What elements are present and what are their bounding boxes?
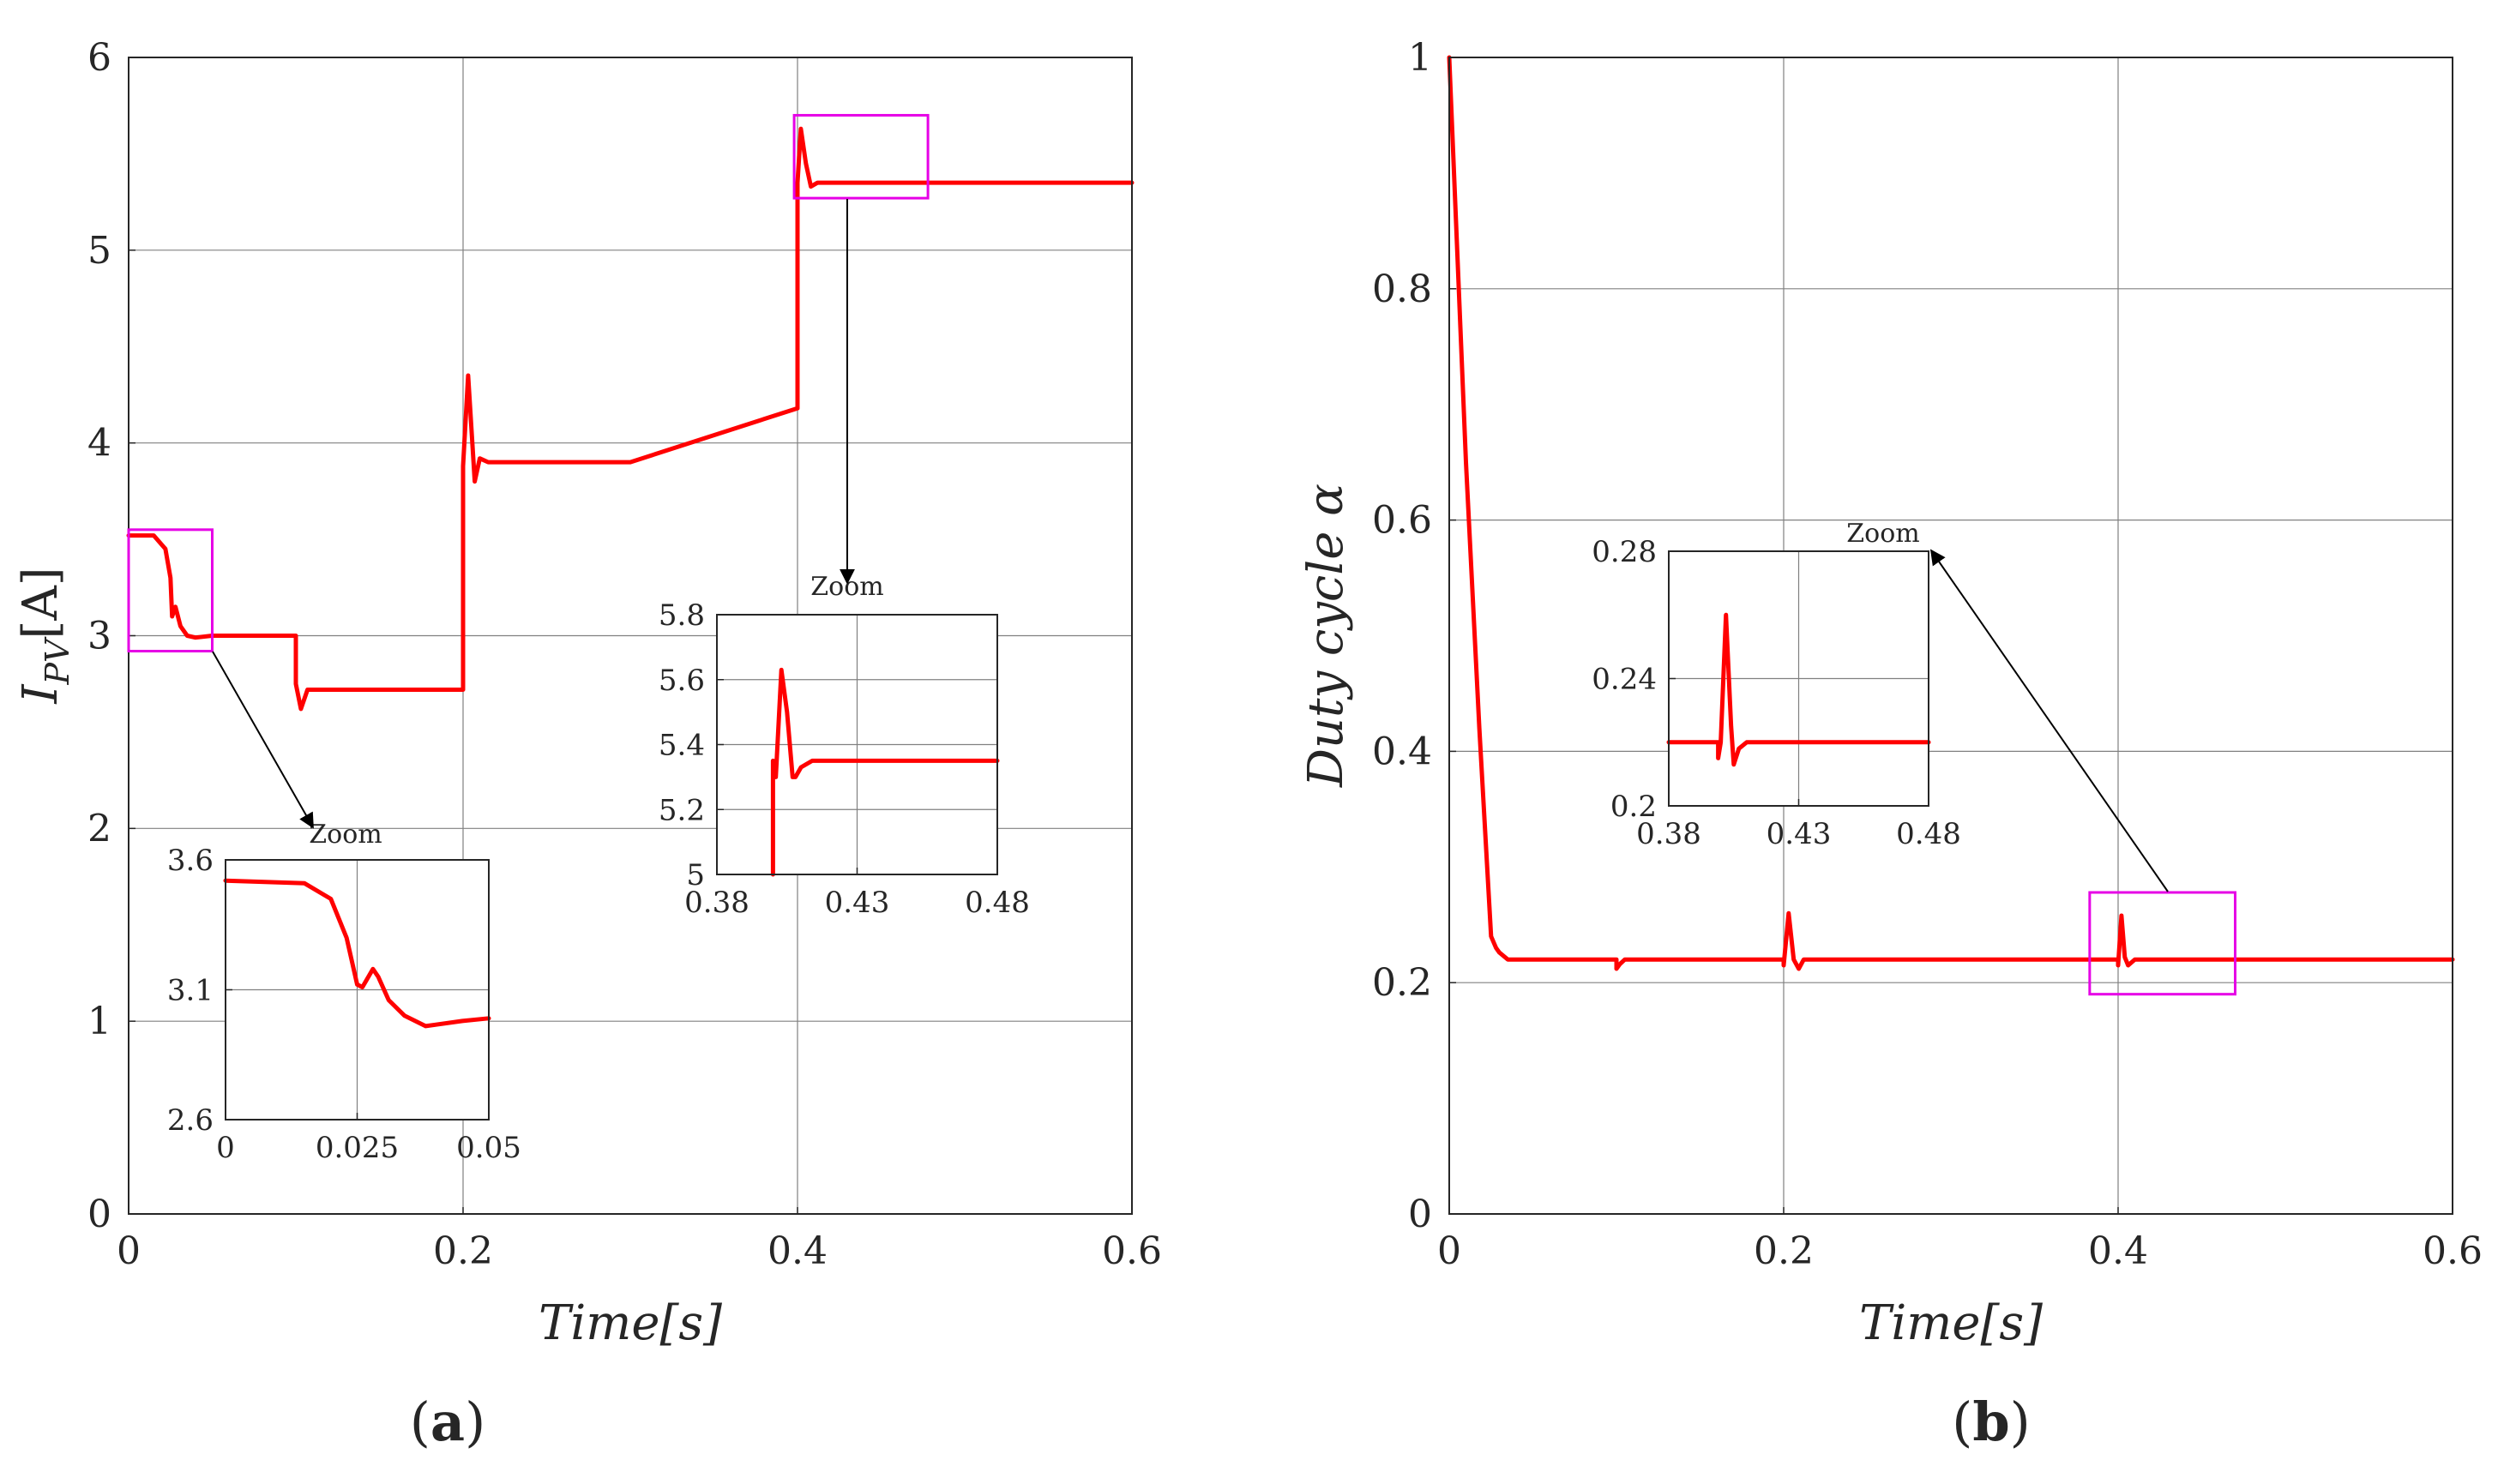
inset-frame: [1668, 550, 1929, 807]
y-tick-label: 3.6: [167, 844, 214, 878]
y-tick-label: 0.6: [1372, 499, 1432, 543]
y-tick-label: 1: [87, 1000, 111, 1043]
y-tick-label: 5.6: [659, 664, 705, 698]
chart-b: 0 0.2 0.4 0.6 0 0.2 0.4 0.6 0.8 1 0.38 0.43 0.48 0.2…: [1298, 36, 2483, 1453]
chart-a-x-axis-label: Time[s]: [539, 1295, 722, 1351]
x-tick-label: 0.05: [456, 1131, 521, 1165]
x-tick-label: 0: [117, 1229, 141, 1273]
y-tick-label: 3.1: [167, 974, 214, 1008]
y-tick-label: 2.6: [167, 1103, 214, 1138]
y-tick-label: 0.28: [1592, 535, 1657, 569]
chart-b-tick-labels: 0 0.2 0.4 0.6 0 0.2 0.4 0.6 0.8 1: [1372, 36, 2483, 1273]
y-tick-label: 0.2: [1610, 790, 1657, 824]
x-tick-label: 0: [1437, 1229, 1461, 1273]
y-tick-label: 5.4: [659, 729, 705, 763]
y-tick-label: 5: [87, 229, 111, 273]
chart-a-y-axis-label: IPV[A]: [13, 567, 76, 704]
y-tick-label: 1: [1408, 36, 1432, 80]
chart-b-gridlines: [1448, 57, 2453, 1215]
y-tick-label: 5.8: [659, 598, 705, 633]
inset-zoom-label: Zoom: [309, 820, 382, 850]
inset-series: [770, 667, 1000, 877]
chart-b-x-axis-label: Time[s]: [1859, 1295, 2043, 1351]
x-tick-label: 0.38: [684, 886, 749, 920]
chart-a-tick-labels: 0 0.2 0.4 0.6 0 1 2 3 4 5 6: [87, 36, 1162, 1273]
chart-a: 0 0.2 0.4 0.6 0 1 2 3 4 5 6 0 0.025 0.05 2.6 3.1 3.6 Zo…: [13, 36, 1162, 1453]
x-tick-label: 0.4: [2088, 1229, 2148, 1273]
x-tick-label: 0.43: [1767, 817, 1832, 851]
y-tick-label: 0.24: [1592, 663, 1657, 697]
x-tick-label: 0.6: [2423, 1229, 2483, 1273]
inset-tick-labels: 0 0.025 0.05 2.6 3.1 3.6: [167, 844, 521, 1165]
inset-tick-labels: 0.38 0.43 0.48 5 5.2 5.4 5.6 5.8: [659, 598, 1030, 920]
zoom-box: [792, 113, 930, 200]
x-tick-label: 0.6: [1102, 1229, 1162, 1273]
zoom-box: [127, 528, 214, 652]
chart-a-zoom-boxes: [127, 113, 930, 652]
chart-b-zoom-boxes: [2088, 891, 2237, 996]
inset-series-line: [223, 878, 491, 1029]
panel-label-b: (b): [1952, 1391, 2031, 1453]
chart-a-series: [126, 126, 1135, 712]
x-tick-label: 0.48: [1896, 817, 1961, 851]
inset-gridlines: [716, 614, 998, 875]
y-tick-label: 0: [87, 1193, 111, 1236]
chart-b-y-axis-label: Duty cycle α: [1298, 484, 1354, 788]
inset-series: [1666, 612, 1931, 767]
y-tick-label: 2: [87, 807, 111, 850]
y-tick-label: 0.4: [1372, 730, 1432, 773]
y-tick-label: 5.2: [659, 793, 705, 827]
x-tick-label: 0.2: [1754, 1229, 1814, 1273]
y-tick-label: 0.8: [1372, 267, 1432, 311]
series-line: [126, 126, 1135, 712]
chart-a-inset-1: 0 0.025 0.05 2.6 3.1 3.6 Zoom: [167, 820, 521, 1165]
x-tick-label: 0.48: [965, 886, 1030, 920]
panel-label-a: (a): [410, 1391, 486, 1453]
y-tick-label: 4: [87, 422, 111, 466]
x-tick-label: 0.38: [1636, 817, 1701, 851]
inset-tick-labels: 0.38 0.43 0.48 0.2 0.24 0.28: [1592, 535, 1961, 851]
zoom-arrow: [1929, 549, 2169, 892]
chart-b-plot-frame: [1448, 57, 2453, 1215]
inset-frame: [225, 859, 490, 1121]
y-tick-label: 3: [87, 615, 111, 658]
y-tick-label: 0.2: [1372, 961, 1432, 1005]
inset-series-line: [1666, 612, 1931, 767]
y-tick-label: 0: [1408, 1193, 1432, 1236]
inset-zoom-label: Zoom: [1846, 519, 1919, 549]
chart-b-series: [1447, 55, 2455, 971]
y-tick-label: 6: [87, 36, 111, 80]
x-tick-label: 0.43: [825, 886, 890, 920]
y-tick-label: 5: [686, 858, 705, 892]
x-tick-label: 0: [216, 1131, 235, 1165]
zoom-box: [2088, 891, 2237, 996]
inset-frame: [716, 614, 998, 875]
zoom-arrow-1: [212, 651, 314, 829]
inset-series: [223, 878, 491, 1029]
x-tick-label: 0.4: [767, 1229, 828, 1273]
series-line: [1447, 55, 2455, 971]
x-tick-label: 0.025: [316, 1131, 399, 1165]
x-tick-label: 0.2: [433, 1229, 493, 1273]
inset-series-line: [770, 667, 1000, 877]
chart-b-inset: 0.38 0.43 0.48 0.2 0.24 0.28 Zoom: [1592, 519, 1961, 851]
